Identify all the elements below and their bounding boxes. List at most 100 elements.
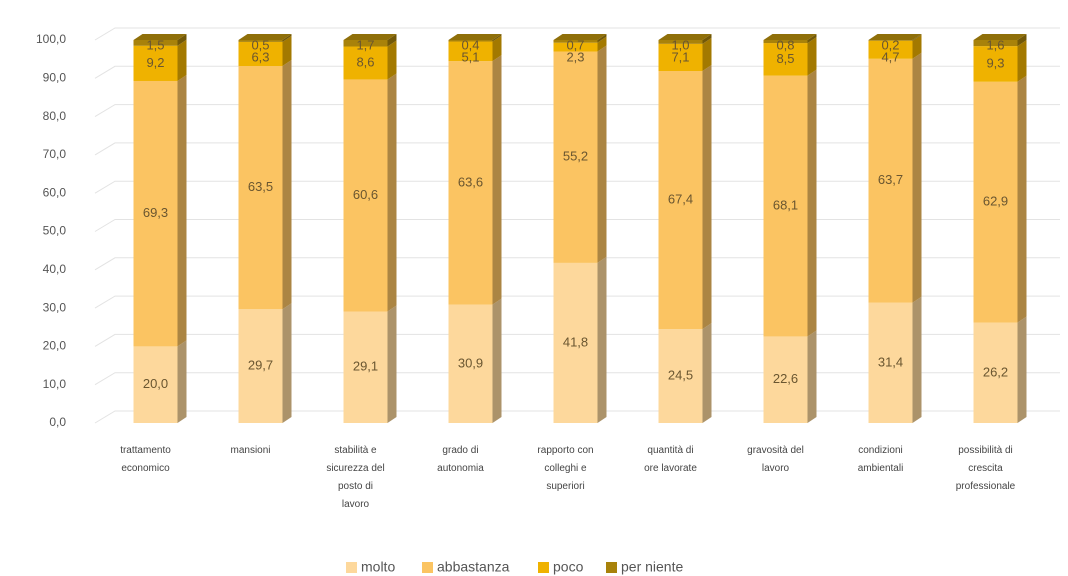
value-label: 69,3 xyxy=(143,205,168,220)
bar-top xyxy=(133,34,187,40)
value-label: 8,5 xyxy=(776,51,794,66)
value-label: 63,5 xyxy=(248,179,273,194)
value-label: 4,7 xyxy=(881,49,899,64)
bar-segment-side xyxy=(702,65,712,330)
grid-line xyxy=(94,219,1060,232)
bar-segment-side xyxy=(282,60,292,310)
grid-line xyxy=(94,180,1060,194)
bar-segment xyxy=(658,43,703,72)
bar-segment xyxy=(238,40,283,42)
y-tick-label: 50,0 xyxy=(43,224,67,238)
y-tick-label: 100,0 xyxy=(36,32,66,46)
bar-segment-side xyxy=(807,69,817,337)
bar-segment xyxy=(763,75,808,337)
grid-line xyxy=(94,142,1060,156)
bar-top xyxy=(658,34,712,40)
bar-segment-side xyxy=(597,256,607,423)
grid-line xyxy=(94,104,1060,118)
bar-segment xyxy=(133,80,178,347)
bar-segment-side xyxy=(492,35,502,62)
x-tick-label: gravosità del lavoro xyxy=(747,445,804,474)
x-tick-line: lavoro xyxy=(762,463,790,474)
x-tick-line: stabilità e xyxy=(334,445,377,456)
y-tick-label: 80,0 xyxy=(43,109,67,123)
grid-line xyxy=(94,27,1060,41)
bar-segment xyxy=(658,71,703,330)
bar-segment-side xyxy=(1017,75,1027,323)
x-tick-line: posto di xyxy=(338,481,373,492)
bar-segment xyxy=(973,46,1018,82)
bar-segment-side xyxy=(702,37,712,72)
grid-line xyxy=(94,372,1060,386)
bar-segment xyxy=(553,262,598,423)
bar-segment xyxy=(133,45,178,81)
bar-segment xyxy=(553,51,598,263)
legend-label: poco xyxy=(553,559,584,575)
value-label: 0,8 xyxy=(776,37,794,52)
grid-line xyxy=(94,410,1060,424)
value-label: 41,8 xyxy=(563,334,588,349)
value-label: 29,1 xyxy=(353,359,378,374)
bar-segment xyxy=(763,336,808,423)
x-tick-line: trattamento xyxy=(120,445,171,456)
x-tick-line: gravosità del xyxy=(747,445,804,456)
bar-segment xyxy=(763,40,808,44)
value-label: 30,9 xyxy=(458,355,483,370)
bar-segment-side xyxy=(912,34,922,59)
value-label: 1,0 xyxy=(671,37,689,52)
y-tick-label: 30,0 xyxy=(43,300,67,314)
bar-segment xyxy=(448,61,493,305)
value-label: 62,9 xyxy=(983,194,1008,209)
value-label: 7,1 xyxy=(671,49,689,64)
bar-segment-side xyxy=(282,34,292,42)
value-label: 9,3 xyxy=(986,55,1004,70)
value-label: 2,3 xyxy=(566,49,584,64)
legend-label: molto xyxy=(361,559,395,575)
x-tick-label: rapporto con colleghi e superiori xyxy=(537,445,593,492)
grid-line xyxy=(94,295,1060,309)
bar-segment xyxy=(238,309,283,423)
bar-segment-side xyxy=(597,45,607,263)
bar-segment-side xyxy=(1017,40,1027,82)
value-label: 0,4 xyxy=(461,37,479,52)
grid-line xyxy=(94,65,1060,79)
value-label: 24,5 xyxy=(668,368,693,383)
bar-segment-side xyxy=(387,305,397,423)
value-label: 22,6 xyxy=(773,371,798,386)
bar-segment-side xyxy=(597,34,607,43)
y-tick-label: 40,0 xyxy=(43,262,67,276)
x-tick-line: crescita xyxy=(968,463,1003,474)
x-tick-label: grado di autonomia xyxy=(437,445,484,474)
bar-segment-side xyxy=(387,73,397,312)
y-tick-label: 10,0 xyxy=(43,377,67,391)
legend-label: abbastanza xyxy=(437,559,510,575)
bar-segment xyxy=(343,79,388,312)
y-tick-label: 0,0 xyxy=(49,415,66,429)
x-tick-line: ore lavorate xyxy=(644,463,697,474)
bar-segment xyxy=(868,302,913,423)
bar-segment xyxy=(553,40,598,43)
value-label: 55,2 xyxy=(563,149,588,164)
grid-line xyxy=(94,257,1060,271)
bar-segment-side xyxy=(807,34,817,44)
grid-line xyxy=(94,333,1060,347)
value-label: 1,7 xyxy=(356,37,374,52)
value-label: 67,4 xyxy=(668,192,693,207)
y-tick-label: 70,0 xyxy=(43,147,67,161)
bar-segment xyxy=(343,311,388,423)
bar-segment xyxy=(658,329,703,423)
bar-segment xyxy=(973,40,1018,47)
bar-segment xyxy=(868,40,913,41)
value-label: 5,1 xyxy=(461,49,479,64)
bar-segment xyxy=(133,40,178,46)
bar-segment xyxy=(553,42,598,52)
bar-segment xyxy=(658,40,703,44)
x-tick-label: condizioni ambientali xyxy=(858,445,904,474)
x-tick-line: professionale xyxy=(956,481,1016,492)
value-label: 1,6 xyxy=(986,37,1004,52)
bar-segment-side xyxy=(807,37,817,76)
legend-label: per niente xyxy=(621,559,683,575)
legend-swatch xyxy=(422,562,433,573)
y-tick-label: 20,0 xyxy=(43,339,67,353)
